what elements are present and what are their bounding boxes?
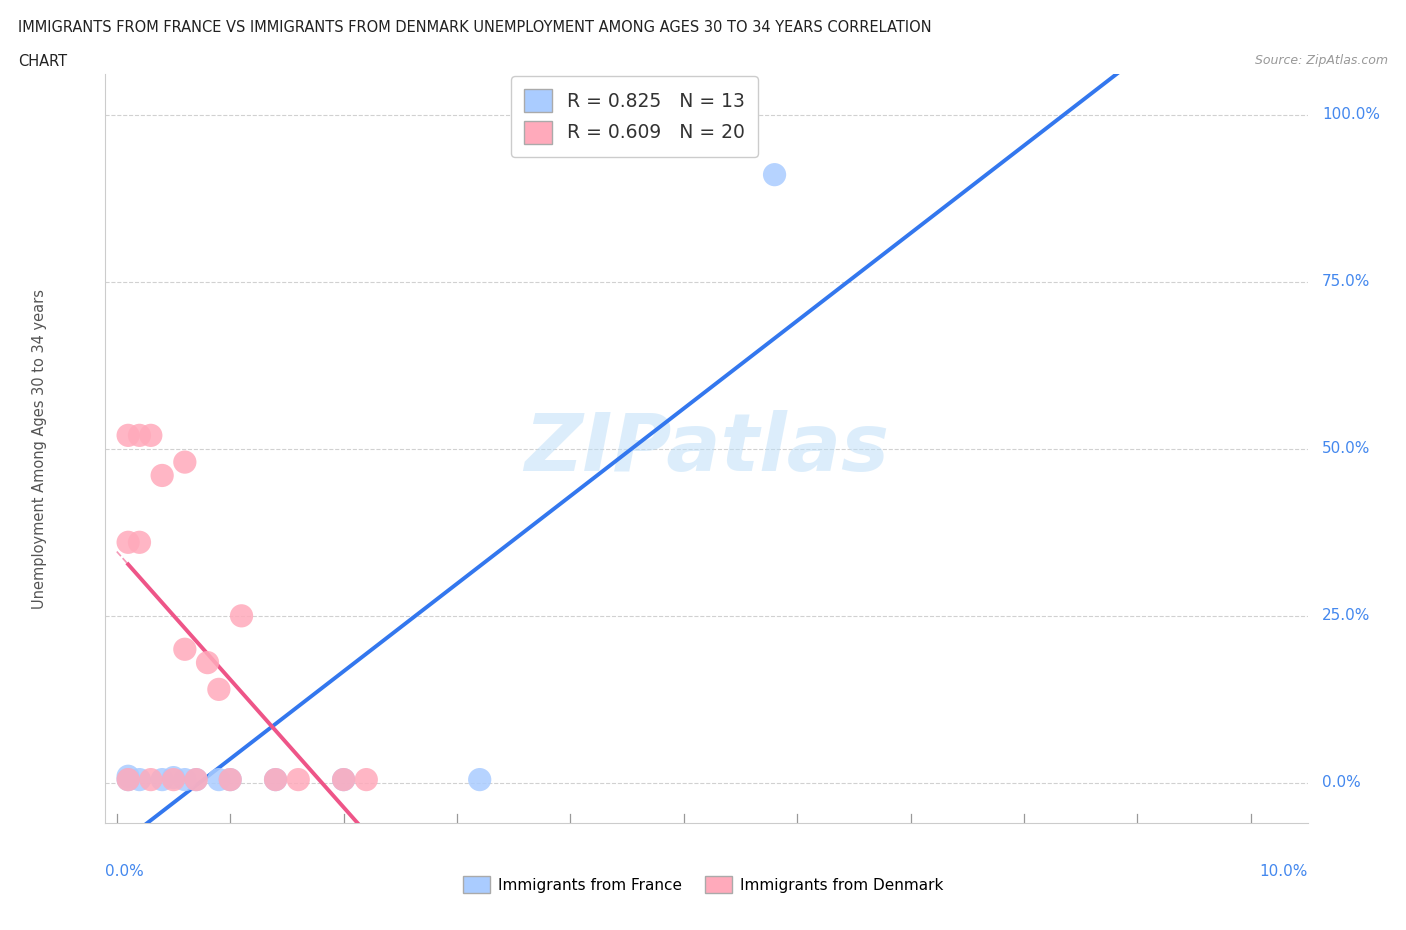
Point — [356, 772, 378, 787]
Point — [468, 772, 491, 787]
Text: 10.0%: 10.0% — [1260, 864, 1308, 879]
Point — [332, 772, 354, 787]
Text: CHART: CHART — [18, 54, 67, 69]
Point — [219, 772, 242, 787]
Text: ZIPatlas: ZIPatlas — [524, 410, 889, 487]
Point — [128, 772, 150, 787]
Point — [162, 772, 184, 787]
Point — [173, 642, 195, 657]
Point — [117, 428, 139, 443]
Point — [173, 772, 195, 787]
Text: 0.0%: 0.0% — [1322, 776, 1361, 790]
Text: 75.0%: 75.0% — [1322, 274, 1371, 289]
Point — [117, 772, 139, 787]
Point — [186, 772, 208, 787]
Point — [162, 770, 184, 785]
Point — [128, 428, 150, 443]
Text: IMMIGRANTS FROM FRANCE VS IMMIGRANTS FROM DENMARK UNEMPLOYMENT AMONG AGES 30 TO : IMMIGRANTS FROM FRANCE VS IMMIGRANTS FRO… — [18, 20, 932, 35]
Text: 25.0%: 25.0% — [1322, 608, 1371, 623]
Text: 0.0%: 0.0% — [105, 864, 145, 879]
Point — [139, 772, 162, 787]
Legend: R = 0.825   N = 13, R = 0.609   N = 20: R = 0.825 N = 13, R = 0.609 N = 20 — [510, 76, 758, 157]
Point — [150, 772, 173, 787]
Point — [208, 682, 231, 697]
Point — [139, 428, 162, 443]
Point — [128, 535, 150, 550]
Point — [231, 608, 253, 623]
Point — [219, 772, 242, 787]
Point — [117, 535, 139, 550]
Text: 50.0%: 50.0% — [1322, 441, 1371, 457]
Point — [332, 772, 354, 787]
Point — [150, 468, 173, 483]
Legend: Immigrants from France, Immigrants from Denmark: Immigrants from France, Immigrants from … — [457, 870, 949, 899]
Point — [264, 772, 287, 787]
Point — [173, 455, 195, 470]
Point — [117, 769, 139, 784]
Point — [287, 772, 309, 787]
Point — [264, 772, 287, 787]
Point — [763, 167, 786, 182]
Text: Unemployment Among Ages 30 to 34 years: Unemployment Among Ages 30 to 34 years — [32, 288, 46, 609]
Point — [208, 772, 231, 787]
Point — [186, 772, 208, 787]
Point — [197, 656, 219, 671]
Text: Source: ZipAtlas.com: Source: ZipAtlas.com — [1254, 54, 1388, 67]
Point — [117, 772, 139, 787]
Text: 100.0%: 100.0% — [1322, 107, 1381, 122]
